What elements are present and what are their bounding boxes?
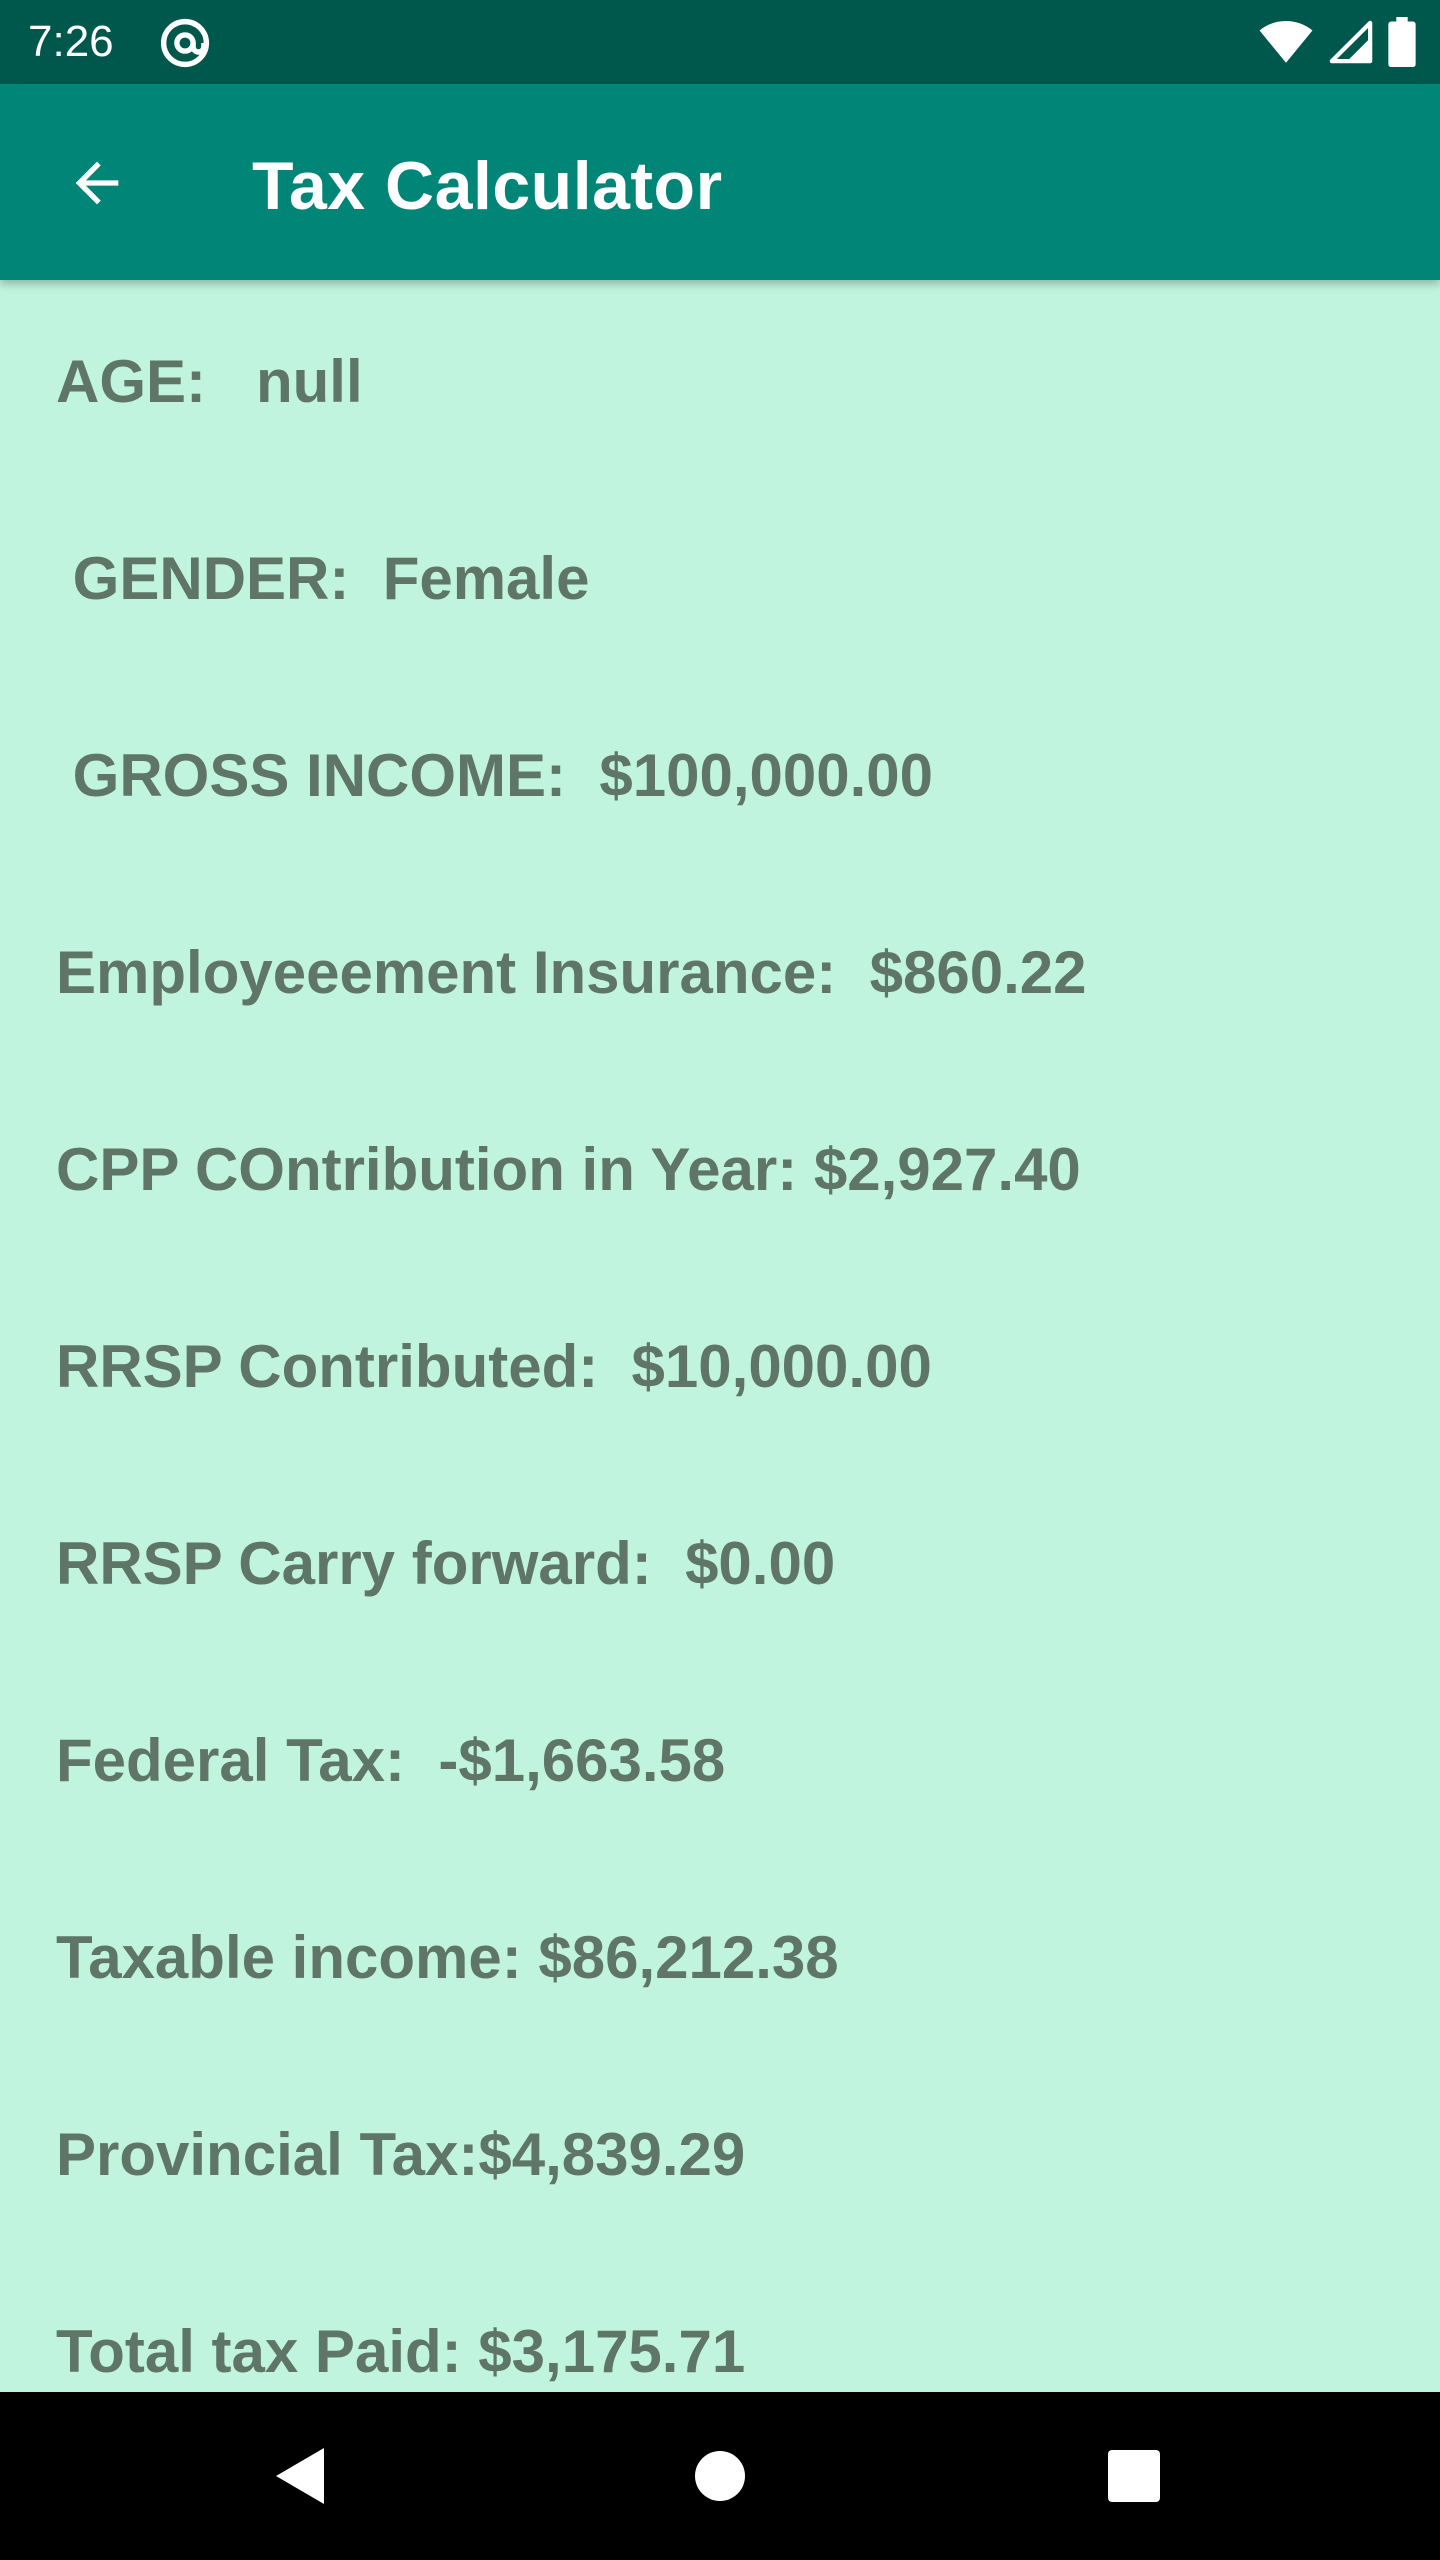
nav-recents-icon [1108, 2450, 1160, 2502]
age-text: AGE: null [56, 348, 363, 415]
tax-summary: AGE: null GENDER: Female GROSS INCOME: $… [0, 280, 1440, 2392]
total-tax-paid-text: Total tax Paid: $3,175.71 [56, 2318, 746, 2385]
app-bar: Tax Calculator [0, 84, 1440, 280]
status-time: 7:26 [28, 17, 114, 66]
arrow-left-icon [75, 161, 119, 205]
gender-text: GENDER: Female [56, 545, 590, 612]
nav-home-button[interactable] [678, 2434, 762, 2518]
at-sign-icon [160, 18, 210, 68]
status-bar: 7:26 [0, 0, 1440, 84]
rrsp-contributed-text: RRSP Contributed: $10,000.00 [56, 1333, 932, 1400]
back-button[interactable] [52, 138, 142, 228]
status-icons [1258, 16, 1416, 68]
taxable-income-text: Taxable income: $86,212.38 [56, 1924, 839, 1991]
cpp-contribution-text: CPP COntribution in Year: $2,927.40 [56, 1136, 1081, 1203]
nav-back-button[interactable] [258, 2434, 342, 2518]
rrsp-carry-forward-text: RRSP Carry forward: $0.00 [56, 1530, 836, 1597]
nav-back-icon [276, 2448, 324, 2504]
employment-insurance-text: Employeeement Insurance: $860.22 [56, 939, 1087, 1006]
provincial-tax-text: Provincial Tax:$4,839.29 [56, 2121, 746, 2188]
nav-home-icon [695, 2451, 745, 2501]
page-title: Tax Calculator [252, 148, 723, 224]
cellular-signal-icon [1329, 20, 1373, 64]
federal-tax-text: Federal Tax: -$1,663.58 [56, 1727, 726, 1794]
navigation-bar [0, 2392, 1440, 2560]
nav-recents-button[interactable] [1092, 2434, 1176, 2518]
battery-icon [1388, 17, 1416, 67]
gross-income-text: GROSS INCOME: $100,000.00 [56, 742, 934, 809]
wifi-icon [1259, 21, 1313, 63]
